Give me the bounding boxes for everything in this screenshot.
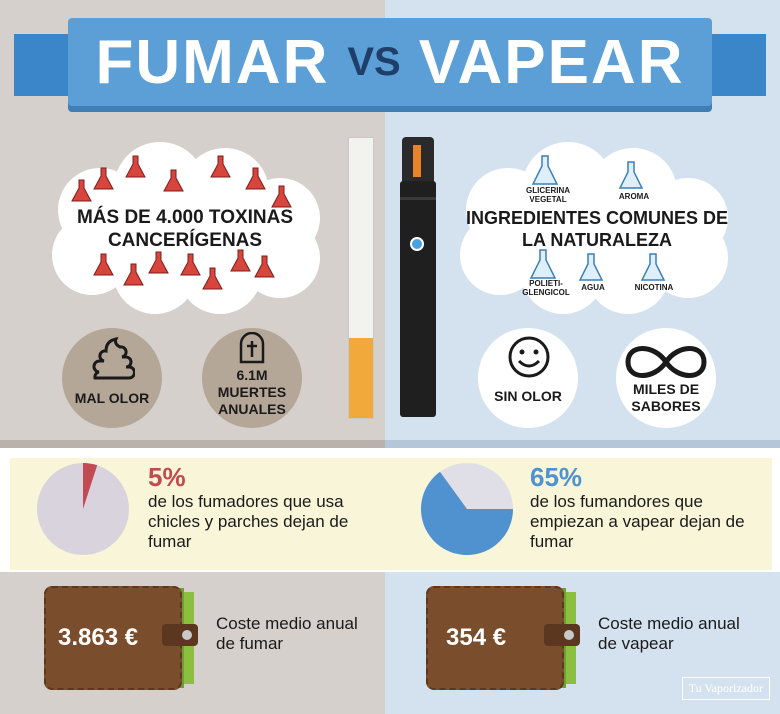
no-odor-badge xyxy=(478,328,578,428)
smoking-stat-percent: 5% xyxy=(148,462,186,492)
pie-right-slice xyxy=(421,471,513,556)
vaping-wallet-icon xyxy=(426,586,580,690)
smoking-wallet-icon xyxy=(44,586,198,690)
ingredient-glycerin: GLICERINA VEGETAL xyxy=(526,186,570,204)
title-ribbon xyxy=(68,18,712,106)
toxins-text: MÁS DE 4.000 TOXINAS CANCERÍGENAS xyxy=(76,207,294,251)
ingredient-nicotine: NICOTINA xyxy=(634,283,674,292)
page-title: FUMAR VS VAPEAR xyxy=(68,18,712,106)
smoking-cost-text: Coste medio anual de fumar xyxy=(216,614,358,653)
flavors-badge xyxy=(616,328,716,428)
bad-odor-label: MAL OLOR xyxy=(74,390,150,406)
flask-blue-icons xyxy=(529,155,666,281)
ingredient-water: AGUA xyxy=(581,283,605,292)
smoking-stats-pie xyxy=(37,463,129,555)
smoking-panel-shadow xyxy=(0,440,385,448)
vaping-stat-percent: 65% xyxy=(530,462,583,492)
cigarette-icon xyxy=(348,137,374,419)
infinity-icon xyxy=(625,346,707,378)
poop-icon xyxy=(92,336,135,380)
ingredient-aroma: AROMA xyxy=(618,192,650,201)
title-word-vapear: VAPEAR xyxy=(418,27,685,97)
deaths-label: 6.1M MUERTES ANUALES xyxy=(217,367,287,417)
ingredients-cloud xyxy=(460,142,728,314)
cigarette-filter xyxy=(349,338,373,418)
vaping-panel-shadow xyxy=(385,440,780,448)
ingredient-peg: POLIETI-GLENGICOL xyxy=(522,279,570,297)
stats-band xyxy=(10,458,772,570)
watermark-badge: Tu Vaporizador xyxy=(681,677,770,700)
title-word-fumar: FUMAR xyxy=(95,27,330,97)
vaporizer-icon xyxy=(400,137,436,417)
flavors-label: MILES DE SABORES xyxy=(631,381,701,414)
flask-red-icons xyxy=(71,155,292,290)
tombstone-icon xyxy=(239,332,265,364)
ingredients-text: INGREDIENTES COMUNES DE LA NATURALEZA xyxy=(465,208,729,250)
smoking-cost-amount: 3.863 € xyxy=(58,624,139,651)
no-odor-label: SIN OLOR xyxy=(494,388,562,404)
vaping-stat-text: de los fumandores que empiezan a vapear … xyxy=(530,492,745,551)
pie-left-slice xyxy=(83,463,98,509)
title-vs: VS xyxy=(347,39,401,84)
vaping-stats-pie xyxy=(421,463,513,556)
vaping-cost-amount: 354 € xyxy=(446,624,507,651)
smoking-stat-text: de los fumadores que usa chicles y parch… xyxy=(148,492,349,551)
smiley-icon xyxy=(508,336,550,378)
vaping-cost-text: Coste medio anual de vapear xyxy=(598,614,740,653)
